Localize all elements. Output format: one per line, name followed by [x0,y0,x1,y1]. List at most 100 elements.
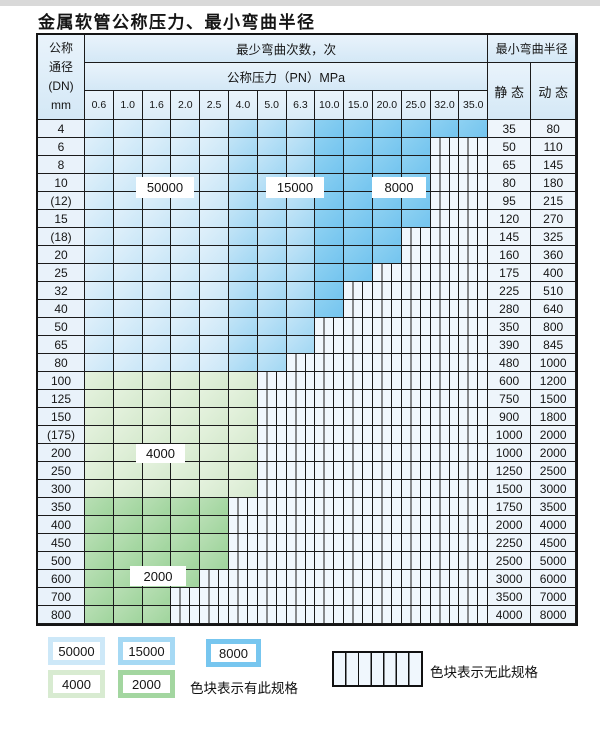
spec-cell-available [85,138,114,156]
spec-cell-unavailable [401,462,431,480]
spec-cell-unavailable [430,570,460,588]
dn-cell: 450 [38,534,85,552]
spec-cell-available [85,372,114,390]
spec-cell-unavailable [372,534,402,552]
spec-cell-unavailable [430,264,460,282]
spec-cell-unavailable [401,336,431,354]
spec-cell-available [315,210,345,228]
spec-cell-available [171,246,201,264]
static-radius-cell: 480 [488,354,532,372]
spec-cell-available [171,372,201,390]
spec-cell-available [200,498,229,516]
spec-cell-available [85,606,114,624]
spec-cell-available [228,156,258,174]
spec-cell-available [142,264,172,282]
pressure-value-header: 0.6 [85,91,114,120]
spec-cell-unavailable [459,606,489,624]
spec-cell-available [142,534,172,552]
spec-cell-available [200,318,229,336]
spec-cell-available [171,480,201,498]
spec-cell-unavailable [401,282,431,300]
spec-cell-available [85,264,114,282]
spec-cell-available [142,372,172,390]
spec-cell-unavailable [286,462,316,480]
dn-cell: 800 [38,606,85,624]
static-radius-cell: 145 [488,228,532,246]
spec-cell-unavailable [200,588,229,606]
static-radius-cell: 280 [488,300,532,318]
spec-cell-unavailable [344,534,373,552]
spec-cell-available [257,318,287,336]
spec-cell-available [344,246,373,264]
spec-cell-available [171,264,201,282]
spec-cell-unavailable [459,336,489,354]
spec-cell-unavailable [459,480,489,498]
legend-swatch-8000-label: 8000 [211,644,256,662]
spec-cell-available [113,534,143,552]
dn-cell: 32 [38,282,85,300]
spec-cell-unavailable [430,588,460,606]
spec-cell-unavailable [200,606,229,624]
spec-cell-available [85,444,114,462]
static-radius-cell: 95 [488,192,532,210]
spec-cell-available [200,138,229,156]
spec-cell-available [315,120,345,138]
static-radius-cell: 3000 [488,570,532,588]
spec-cell-available [200,336,229,354]
pressure-value-header: 2.0 [171,91,201,120]
dn-cell: (18) [38,228,85,246]
static-radius-cell: 1000 [488,426,532,444]
dynamic-radius-cell: 2000 [531,426,577,444]
spec-cell-available [200,534,229,552]
spec-cell-unavailable [286,408,316,426]
static-radius-cell: 225 [488,282,532,300]
spec-cell-unavailable [315,552,345,570]
spec-cell-unavailable [257,498,287,516]
dynamic-radius-cell: 2500 [531,462,577,480]
spec-cell-available [85,174,114,192]
zone-label-8000: 8000 [372,177,426,198]
spec-cell-available [171,426,201,444]
spec-cell-unavailable [430,534,460,552]
spec-cell-available [171,390,201,408]
spec-cell-unavailable [286,516,316,534]
spec-cell-available [286,228,316,246]
spec-cell-unavailable [430,210,460,228]
spec-cell-available [85,516,114,534]
spec-cell-available [113,246,143,264]
spec-cell-unavailable [286,426,316,444]
spec-cell-unavailable [257,588,287,606]
spec-cell-available [113,282,143,300]
spec-cell-available [113,498,143,516]
spec-cell-available [142,138,172,156]
static-radius-cell: 160 [488,246,532,264]
spec-cell-unavailable [430,408,460,426]
spec-cell-available [171,120,201,138]
zone-label-4000: 4000 [136,444,185,463]
spec-cell-available [257,156,287,174]
spec-cell-unavailable [459,588,489,606]
spec-cell-unavailable [315,534,345,552]
spec-cell-unavailable [372,372,402,390]
spec-cell-available [142,498,172,516]
spec-cell-available [85,210,114,228]
spec-cell-unavailable [257,372,287,390]
dynamic-radius-cell: 845 [531,336,577,354]
spec-cell-available [286,300,316,318]
spec-cell-available [171,408,201,426]
spec-cell-unavailable [344,444,373,462]
spec-cell-available [200,282,229,300]
spec-cell-available [142,606,172,624]
spec-cell-available [85,282,114,300]
spec-cell-available [113,480,143,498]
static-radius-cell: 900 [488,408,532,426]
spec-cell-unavailable [228,516,258,534]
spec-cell-available [200,408,229,426]
spec-cell-unavailable [459,246,489,264]
spec-cell-available [142,228,172,246]
spec-cell-unavailable [459,444,489,462]
spec-cell-available [142,300,172,318]
spec-cell-unavailable [344,498,373,516]
spec-cell-available [228,264,258,282]
spec-cell-available [228,138,258,156]
